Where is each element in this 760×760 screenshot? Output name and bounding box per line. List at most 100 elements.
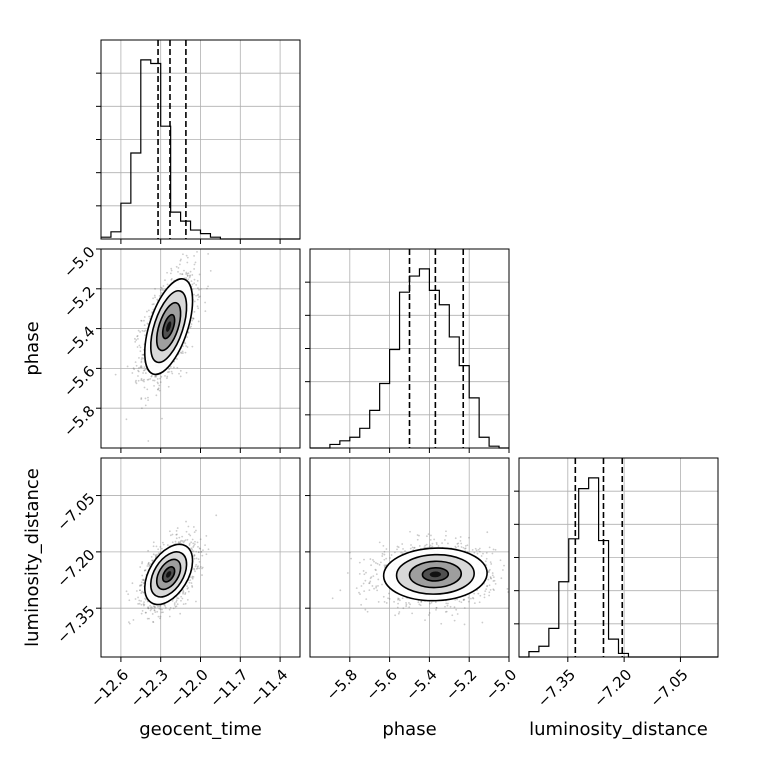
scatter-point	[196, 298, 199, 301]
scatter-point	[157, 382, 159, 385]
scatter-point	[478, 547, 481, 550]
scatter-point	[171, 541, 174, 544]
scatter-point	[182, 590, 185, 593]
scatter-point	[381, 583, 383, 586]
scatter-point	[144, 598, 147, 601]
scatter-point	[184, 342, 187, 345]
scatter-point	[140, 581, 143, 584]
scatter-point	[187, 525, 190, 528]
scatter-point	[138, 367, 140, 369]
scatter-point	[348, 551, 351, 554]
scatter-point	[132, 619, 135, 621]
scatter-point	[527, 566, 529, 568]
scatter-point	[197, 320, 200, 323]
scatter-point	[385, 602, 388, 604]
scatter-point	[477, 592, 480, 595]
scatter-point	[202, 549, 204, 552]
scatter-point	[180, 599, 182, 602]
scatter-point	[140, 612, 143, 615]
scatter-point	[139, 585, 141, 587]
scatter-point	[114, 373, 117, 376]
scatter-point	[155, 375, 158, 378]
scatter-point	[474, 547, 477, 550]
scatter-point	[193, 554, 196, 557]
scatter-point	[166, 283, 169, 286]
scatter-point	[390, 554, 393, 556]
scatter-point	[503, 564, 505, 567]
x-tick-label: −7.20	[590, 666, 635, 711]
scatter-point	[368, 589, 371, 591]
scatter-point	[138, 357, 140, 359]
scatter-point	[143, 569, 146, 572]
scatter-point	[181, 350, 184, 353]
scatter-point	[476, 552, 479, 555]
scatter-point	[204, 310, 207, 313]
scatter-point	[144, 329, 147, 332]
scatter-point	[373, 560, 375, 563]
scatter-point	[190, 280, 193, 283]
scatter-point	[152, 541, 155, 544]
scatter-point	[147, 607, 150, 610]
scatter-point	[401, 597, 404, 600]
scatter-point	[187, 590, 190, 593]
scatter-point	[521, 566, 523, 568]
scatter-point	[418, 534, 420, 537]
scatter-point	[486, 584, 489, 587]
scatter-point	[420, 601, 423, 603]
scatter-point	[445, 610, 448, 613]
scatter-point	[197, 287, 199, 290]
contour-line	[382, 547, 488, 602]
scatter-point	[191, 584, 193, 587]
scatter-point	[405, 601, 407, 604]
scatter-point	[419, 604, 422, 607]
scatter-point	[145, 611, 147, 614]
scatter-point	[181, 597, 184, 600]
scatter-point	[196, 279, 199, 282]
scatter-point	[376, 589, 379, 592]
scatter-point	[373, 587, 375, 590]
scatter-point	[160, 375, 163, 378]
scatter-point	[180, 539, 183, 542]
x-tick-label: −12.0	[167, 666, 212, 711]
scatter-point	[125, 418, 128, 421]
scatter-point	[193, 282, 196, 285]
scatter-point	[191, 577, 194, 580]
scatter-point	[148, 563, 151, 566]
scatter-point	[170, 269, 173, 272]
scatter-point	[199, 295, 201, 298]
scatter-point	[377, 585, 379, 587]
scatter-point	[149, 607, 152, 609]
scatter-point	[453, 606, 456, 609]
scatter-point	[144, 569, 146, 572]
scatter-point	[188, 533, 190, 536]
scatter-point	[435, 541, 438, 544]
scatter-point	[364, 608, 367, 611]
scatter-point	[484, 560, 487, 563]
scatter-point	[181, 273, 184, 276]
scatter-point	[192, 546, 195, 548]
scatter-point	[143, 319, 145, 322]
scatter-point	[158, 605, 161, 608]
scatter-point	[193, 531, 196, 534]
scatter-panel-phase-luminosity_distance: −5.8 −5.6 −5.4 −5.2 −5.0	[305, 457, 529, 704]
scatter-point	[457, 542, 460, 545]
y-tick-label: −5.8	[60, 402, 98, 440]
scatter-point	[197, 296, 200, 298]
scatter-point	[193, 567, 195, 570]
scatter-point	[150, 606, 153, 608]
scatter-point	[136, 334, 139, 337]
scatter-point	[189, 274, 191, 277]
scatter-point	[394, 614, 397, 617]
scatter-point	[128, 622, 131, 625]
scatter-point	[185, 345, 187, 347]
scatter-point	[397, 597, 399, 600]
scatter-point	[150, 374, 153, 377]
scatter-point	[485, 588, 488, 591]
scatter-point	[179, 375, 182, 378]
scatter-point	[140, 592, 143, 594]
scatter-point	[429, 538, 432, 541]
scatter-point	[194, 261, 197, 264]
scatter-point	[190, 323, 193, 326]
scatter-point	[154, 375, 156, 378]
scatter-point	[143, 380, 145, 383]
